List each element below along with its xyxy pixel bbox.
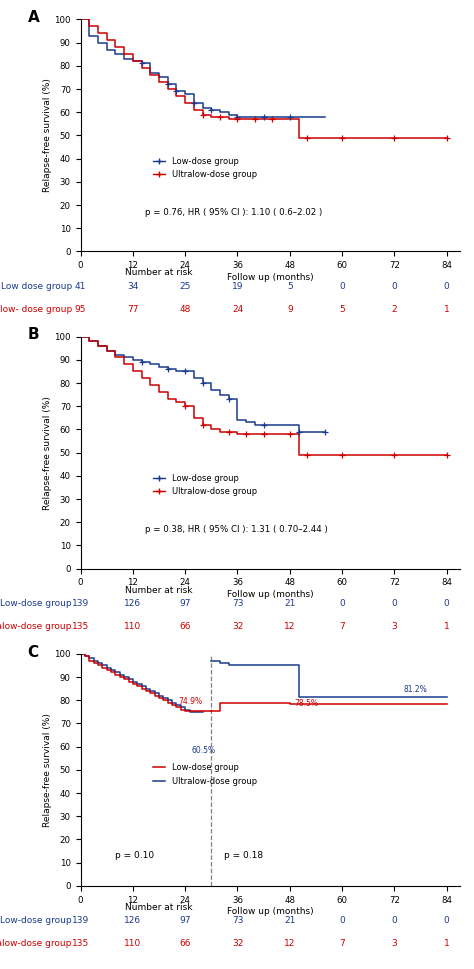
Text: 97: 97 <box>180 599 191 608</box>
Text: 1: 1 <box>444 939 449 948</box>
Y-axis label: Relapse-free survival (%): Relapse-free survival (%) <box>43 713 52 827</box>
Text: 110: 110 <box>124 939 142 948</box>
Text: Ultralow-dose group: Ultralow-dose group <box>0 622 72 631</box>
Text: p = 0.76, HR ( 95% CI ): 1.10 ( 0.6–2.02 ): p = 0.76, HR ( 95% CI ): 1.10 ( 0.6–2.02… <box>145 207 322 217</box>
Legend: Low-dose group, Ultralow-dose group: Low-dose group, Ultralow-dose group <box>149 760 260 789</box>
Text: 126: 126 <box>124 916 141 925</box>
Text: Low-dose group: Low-dose group <box>0 916 72 925</box>
Text: 12: 12 <box>284 622 295 631</box>
Text: 0: 0 <box>339 282 345 291</box>
Text: 0: 0 <box>392 916 397 925</box>
Legend: Low-dose group, Ultralow-dose group: Low-dose group, Ultralow-dose group <box>149 153 260 182</box>
Text: Ultralow-dose group: Ultralow-dose group <box>0 939 72 948</box>
Text: 2: 2 <box>392 304 397 314</box>
Text: 139: 139 <box>72 599 89 608</box>
Text: 78.5%: 78.5% <box>294 700 318 708</box>
Text: 21: 21 <box>284 916 295 925</box>
Text: 110: 110 <box>124 622 142 631</box>
X-axis label: Follow up (months): Follow up (months) <box>227 590 313 599</box>
Text: 74.9%: 74.9% <box>179 697 203 706</box>
Text: 24: 24 <box>232 304 243 314</box>
Text: 32: 32 <box>232 939 243 948</box>
Text: Number at risk: Number at risk <box>125 585 193 595</box>
Text: 95: 95 <box>75 304 86 314</box>
Text: Ultralow- dose group: Ultralow- dose group <box>0 304 72 314</box>
Text: 77: 77 <box>127 304 138 314</box>
Text: 19: 19 <box>232 282 243 291</box>
Text: Number at risk: Number at risk <box>125 268 193 277</box>
Text: 126: 126 <box>124 599 141 608</box>
Text: 66: 66 <box>180 939 191 948</box>
Text: p = 0.38, HR ( 95% CI ): 1.31 ( 0.70–2.44 ): p = 0.38, HR ( 95% CI ): 1.31 ( 0.70–2.4… <box>145 525 328 534</box>
Text: 7: 7 <box>339 622 345 631</box>
Y-axis label: Relapse-free survival (%): Relapse-free survival (%) <box>43 395 52 510</box>
Text: 25: 25 <box>180 282 191 291</box>
Text: 1: 1 <box>444 304 449 314</box>
Text: 0: 0 <box>392 599 397 608</box>
Text: p = 0.10: p = 0.10 <box>116 851 155 860</box>
Text: 60.5%: 60.5% <box>191 745 216 755</box>
Text: 73: 73 <box>232 916 243 925</box>
Y-axis label: Relapse-free survival (%): Relapse-free survival (%) <box>43 78 52 193</box>
Text: 41: 41 <box>75 282 86 291</box>
Text: 48: 48 <box>180 304 191 314</box>
Text: 5: 5 <box>339 304 345 314</box>
Text: 9: 9 <box>287 304 292 314</box>
Text: 0: 0 <box>444 282 449 291</box>
Text: B: B <box>27 328 39 342</box>
Text: Number at risk: Number at risk <box>125 903 193 912</box>
Text: 0: 0 <box>444 916 449 925</box>
Text: 0: 0 <box>339 599 345 608</box>
Text: 12: 12 <box>284 939 295 948</box>
Text: 66: 66 <box>180 622 191 631</box>
X-axis label: Follow up (months): Follow up (months) <box>227 907 313 917</box>
Text: 34: 34 <box>127 282 138 291</box>
Text: 3: 3 <box>392 939 397 948</box>
Text: 81.2%: 81.2% <box>403 685 427 695</box>
Text: 73: 73 <box>232 599 243 608</box>
Text: 21: 21 <box>284 599 295 608</box>
Text: 135: 135 <box>72 622 89 631</box>
Text: C: C <box>27 644 38 660</box>
Text: Low-dose group: Low-dose group <box>0 599 72 608</box>
Text: 32: 32 <box>232 622 243 631</box>
Text: 7: 7 <box>339 939 345 948</box>
Text: 139: 139 <box>72 916 89 925</box>
Text: 3: 3 <box>392 622 397 631</box>
Text: 97: 97 <box>180 916 191 925</box>
Text: Low dose group: Low dose group <box>0 282 72 291</box>
Text: 5: 5 <box>287 282 292 291</box>
Legend: Low-dose group, Ultralow-dose group: Low-dose group, Ultralow-dose group <box>149 471 260 500</box>
Text: 135: 135 <box>72 939 89 948</box>
Text: 1: 1 <box>444 622 449 631</box>
X-axis label: Follow up (months): Follow up (months) <box>227 273 313 282</box>
Text: A: A <box>27 10 39 25</box>
Text: 0: 0 <box>339 916 345 925</box>
Text: p = 0.18: p = 0.18 <box>224 851 264 860</box>
Text: 0: 0 <box>444 599 449 608</box>
Text: 0: 0 <box>392 282 397 291</box>
